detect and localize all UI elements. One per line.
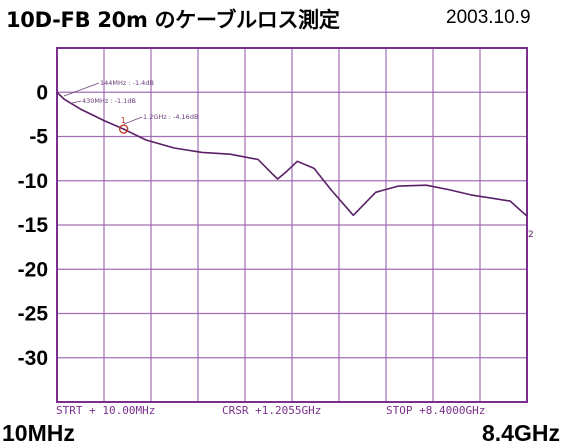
chart-title: 10D-FB 20m のケーブルロス測定 [6,8,340,32]
x-start-label: 10MHz [2,420,75,446]
markers: 12 [119,116,534,240]
x-end-label: 8.4GHz [482,420,560,446]
y-tick-label: -15 [18,214,49,237]
y-tick-label: -30 [18,347,48,370]
y-tick-label: -10 [18,170,48,193]
y-tick-label: -5 [29,126,48,149]
readout-cursor: CRSR +1.2055GHz [222,404,321,417]
marker-2-label: 2 [528,230,534,240]
annotation-leader-line [63,82,100,97]
loss-trace [56,91,528,217]
plot-frame [56,47,528,403]
trace [56,91,528,217]
marker-1-symbol [119,124,129,134]
annotation-text: 144MHz : -1.4dB [100,79,154,87]
grid [56,47,528,403]
annotation-text: 1.2GHz : -4.16dB [143,113,198,121]
annotations: 144MHz : -1.4dB 430MHz : -1.1dB 1.2GHz : -… [63,79,198,125]
marker-1-label: 1 [121,116,126,125]
annotation-text: 430MHz : -1.1dB [82,97,136,105]
y-tick-label: -20 [18,258,48,281]
annotation-leader-line [71,100,82,104]
y-tick-label: 0 [36,81,48,104]
y-tick-labels: 0 -5 -10 -15 -20 -25 -30 [18,81,49,370]
annotation-leader-line [123,116,143,125]
y-tick-label: -25 [18,303,49,326]
readout-start: STRT + 10.00MHz [56,404,155,417]
readout-stop: STOP +8.4000GHz [386,404,485,417]
measurement-date: 2003.10.9 [446,7,531,28]
